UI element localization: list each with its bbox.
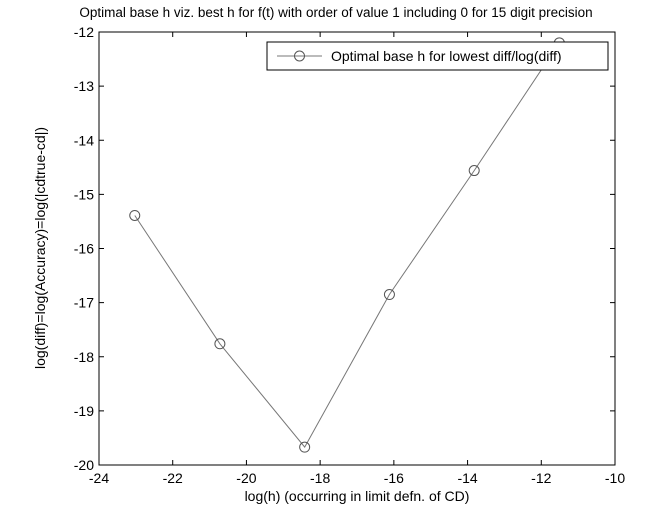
x-tick-label: -10 — [605, 470, 625, 486]
y-tick-label: -17 — [74, 295, 94, 311]
plot-area — [98, 31, 616, 466]
y-axis-label: log(diff)=log(Accuracy)=log(|cdtrue-cd|) — [32, 127, 48, 369]
y-tick-label: -13 — [74, 78, 94, 94]
data-point-marker — [299, 441, 311, 453]
y-tick-label: -19 — [74, 403, 94, 419]
x-tick-label: -14 — [457, 470, 477, 486]
x-tick-label: -12 — [531, 470, 551, 486]
legend-entry-label: Optimal base h for lowest diff/log(diff) — [331, 48, 562, 64]
data-point-marker — [468, 165, 480, 177]
data-point-marker — [383, 289, 395, 301]
x-tick-label: -18 — [310, 470, 330, 486]
axis-ticks: -24 -22 -20 -18 -16 -14 -12 -10 -20 -19 -18 -17 -16 -… — [74, 24, 626, 486]
data-point-marker — [214, 338, 226, 350]
x-tick-label: -20 — [236, 470, 256, 486]
y-tick-label: -12 — [74, 24, 94, 40]
legend-box — [266, 41, 609, 71]
legend: Optimal base h for lowest diff/log(diff) — [266, 41, 609, 71]
y-tick-label: -15 — [74, 186, 94, 202]
y-tick-label: -20 — [74, 457, 94, 473]
data-point-marker — [129, 209, 141, 221]
legend-marker-icon — [294, 50, 305, 62]
x-tick-label: -24 — [89, 470, 109, 486]
x-tick-label: -16 — [384, 470, 404, 486]
series-line — [134, 42, 560, 448]
y-tick-label: -16 — [74, 241, 94, 257]
y-tick-label: -18 — [74, 349, 94, 365]
chart-title: Optimal base h viz. best h for f(t) with… — [79, 5, 592, 20]
x-axis-label: log(h) (occurring in limit defn. of CD) — [245, 488, 470, 504]
x-tick-label: -22 — [163, 470, 183, 486]
y-tick-label: -14 — [74, 132, 94, 148]
